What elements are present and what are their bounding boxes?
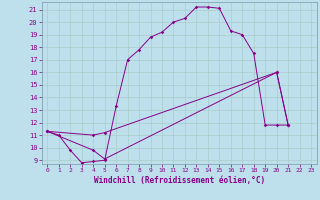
X-axis label: Windchill (Refroidissement éolien,°C): Windchill (Refroidissement éolien,°C) [94, 176, 265, 185]
